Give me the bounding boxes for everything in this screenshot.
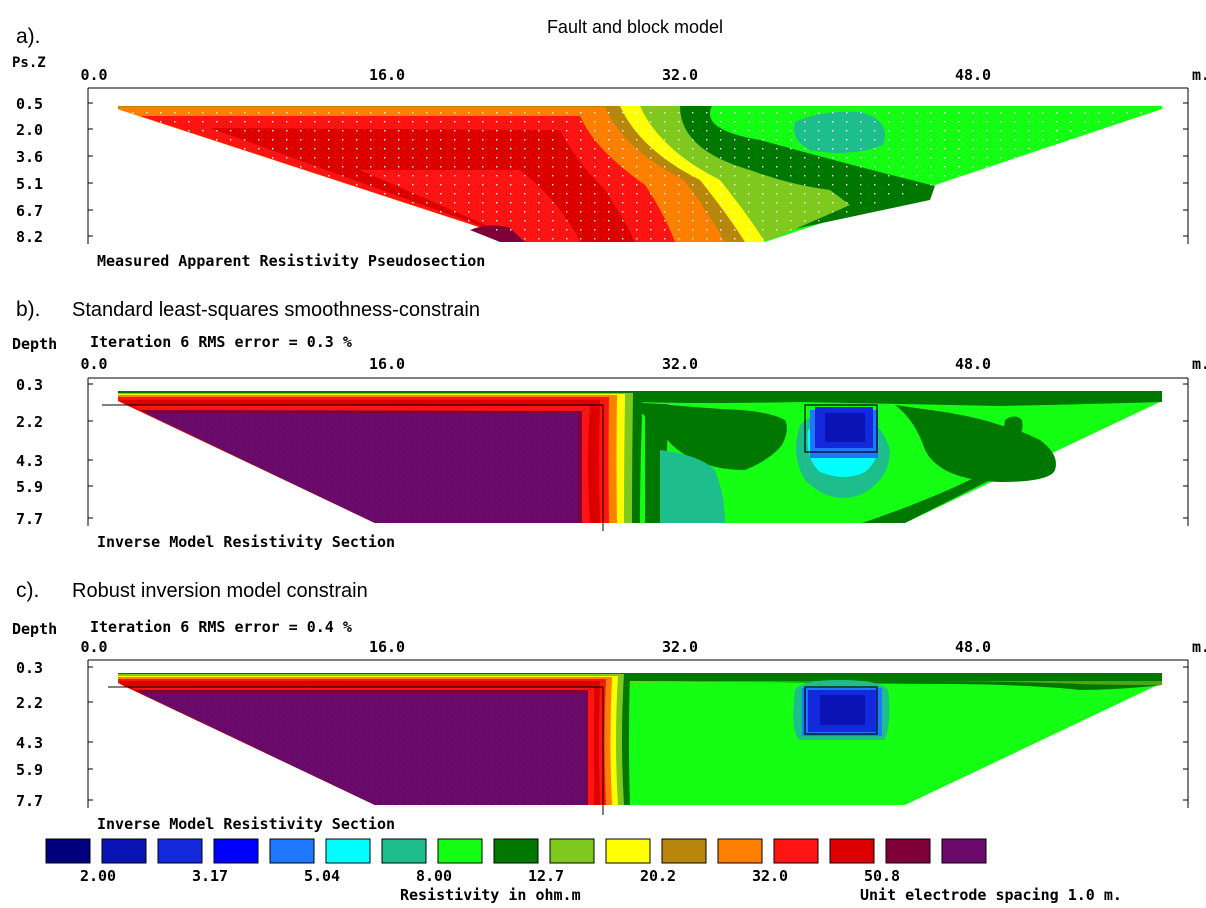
panel-a-ytick: 0.5 [16, 95, 43, 113]
panel-b-xtick: 16.0 [369, 355, 405, 373]
panel-c-label: c). [16, 579, 39, 602]
panel-b-label: b). [16, 298, 41, 321]
panel-c-ytick: 4.3 [16, 734, 43, 752]
colorbar-tick-label: 20.2 [640, 867, 676, 885]
panel-c-ytick: 5.9 [16, 761, 43, 779]
colorbar-swatch [213, 838, 259, 864]
panel-a-xtick: 16.0 [369, 66, 405, 84]
panel-b-ytick: 0.3 [16, 376, 43, 394]
panel-a-ytick: 5.1 [16, 175, 43, 193]
colorbar-swatch [605, 838, 651, 864]
panel-b-xtick: 48.0 [955, 355, 991, 373]
panel-c-xtick: 48.0 [955, 638, 991, 656]
panel-a-caption: Measured Apparent Resistivity Pseudosect… [97, 252, 485, 270]
panel-b-contours [102, 391, 1162, 531]
panel-c-axes [87, 659, 1189, 808]
panel-b-axes [87, 377, 1189, 526]
colorbar-swatch [885, 838, 931, 864]
panel-b-subtitle: Iteration 6 RMS error = 0.3 % [90, 333, 352, 351]
panel-b-ylabel: Depth [12, 335, 57, 353]
panel-a-axes [87, 87, 1189, 244]
panel-b-ytick: 7.7 [16, 510, 43, 528]
colorbar-tick-label: 3.17 [192, 867, 228, 885]
panel-a-ylabel: Ps.Z [12, 55, 46, 71]
panel-c-subtitle: Iteration 6 RMS error = 0.4 % [90, 618, 352, 636]
colorbar-swatch [437, 838, 483, 864]
panel-b-xtick: 0.0 [80, 355, 107, 373]
colorbar-swatch [941, 838, 987, 864]
panel-b-ytick: 4.3 [16, 452, 43, 470]
panel-c-xunit: m. [1192, 638, 1206, 656]
resistivity-colorbar [45, 838, 987, 864]
panel-c-ytick: 7.7 [16, 792, 43, 810]
colorbar-swatch [157, 838, 203, 864]
panel-a-xtick: 32.0 [662, 66, 698, 84]
panel-c-ylabel: Depth [12, 620, 57, 638]
panel-a-xtick: 48.0 [955, 66, 991, 84]
colorbar-tick-label: 32.0 [752, 867, 788, 885]
colorbar-swatch [829, 838, 875, 864]
panel-c-ytick: 0.3 [16, 659, 43, 677]
colorbar-swatch [661, 838, 707, 864]
colorbar-tick-label: 8.00 [416, 867, 452, 885]
colorbar-swatch [325, 838, 371, 864]
colorbar-tick-labels: 2.00 3.17 5.04 8.00 12.7 20.2 32.0 50.8 [80, 867, 900, 885]
panel-b-caption: Inverse Model Resistivity Section [97, 533, 395, 551]
colorbar-swatch [717, 838, 763, 864]
panel-a-ytick: 8.2 [16, 228, 43, 246]
panel-b-xunit: m. [1192, 355, 1206, 373]
colorbar-swatch [269, 838, 315, 864]
panel-a-label: a). [16, 25, 41, 48]
colorbar-tick-label: 50.8 [864, 867, 900, 885]
panel-a-ytick: 3.6 [16, 148, 43, 166]
colorbar-label: Resistivity in ohm.m [400, 886, 581, 904]
colorbar-swatch [381, 838, 427, 864]
colorbar-tick-label: 5.04 [304, 867, 340, 885]
panel-a-contours [118, 106, 1162, 242]
panel-c-title: Robust inversion model constrain [72, 580, 368, 602]
figure-title: Fault and block model [547, 17, 723, 37]
panel-b-ytick: 5.9 [16, 478, 43, 496]
panel-a: a). Ps.Z 0.0 16.0 32.0 48.0 m. 0.5 2.0 3… [12, 25, 1206, 270]
colorbar-swatch [101, 838, 147, 864]
panel-a-ytick: 6.7 [16, 202, 43, 220]
panel-b-ytick: 2.2 [16, 413, 43, 431]
colorbar-swatch [493, 838, 539, 864]
panel-c-ytick: 2.2 [16, 694, 43, 712]
colorbar-swatch [773, 838, 819, 864]
panel-c-xtick: 0.0 [80, 638, 107, 656]
panel-b-xtick: 32.0 [662, 355, 698, 373]
panel-c: c). Robust inversion model constrain Dep… [12, 579, 1206, 833]
panel-a-ytick: 2.0 [16, 121, 43, 139]
panel-c-contours [108, 673, 1162, 815]
panel-c-caption: Inverse Model Resistivity Section [97, 815, 395, 833]
panel-b: b). Standard least-squares smoothness-co… [12, 298, 1206, 551]
panel-c-xtick: 32.0 [662, 638, 698, 656]
colorbar-swatch [45, 838, 91, 864]
colorbar-swatch [549, 838, 595, 864]
electrode-spacing-note: Unit electrode spacing 1.0 m. [860, 886, 1122, 904]
colorbar-tick-label: 2.00 [80, 867, 116, 885]
panel-a-xtick: 0.0 [80, 66, 107, 84]
panel-b-title: Standard least-squares smoothness-constr… [72, 299, 480, 321]
panel-a-xunit: m. [1192, 66, 1206, 84]
panel-c-xtick: 16.0 [369, 638, 405, 656]
colorbar-tick-label: 12.7 [528, 867, 564, 885]
